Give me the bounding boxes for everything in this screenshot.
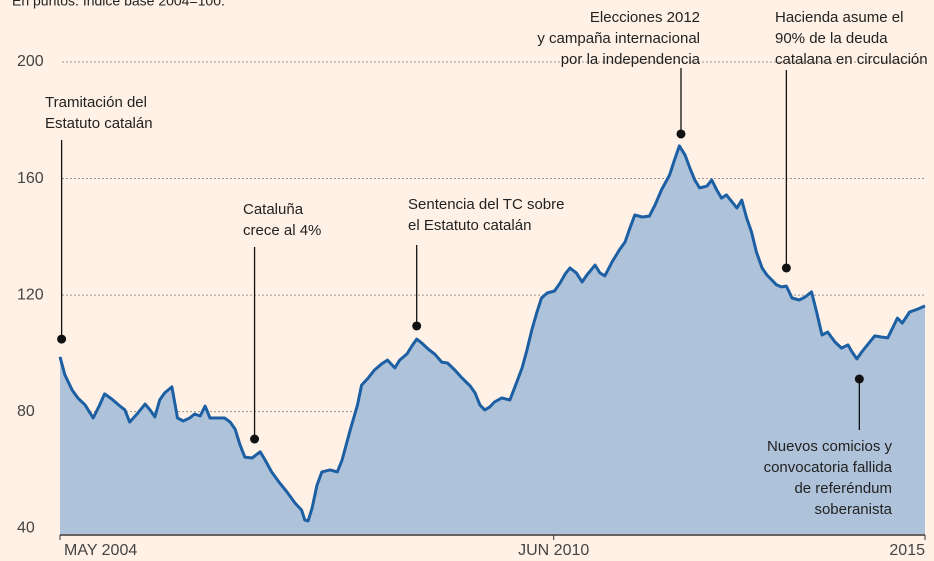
- annotation-dot: [854, 374, 864, 384]
- annotation-text: por la independencia: [561, 51, 701, 68]
- y-tick-label: 160: [17, 170, 44, 187]
- annotation-text: crece al 4%: [243, 222, 321, 239]
- annotation-text: soberanista: [814, 501, 892, 518]
- chart-subtitle: En puntos. Índice base 2004=100.: [12, 0, 225, 9]
- area-fill: [60, 145, 925, 534]
- annotation-text: Elecciones 2012: [590, 9, 700, 26]
- annotation-dot: [412, 321, 422, 331]
- y-tick-label: 80: [17, 403, 35, 420]
- x-tick-label: 2015: [889, 542, 925, 559]
- annotation-text: de referéndum: [794, 480, 892, 497]
- line: [58, 144, 926, 523]
- annotation-text: Estatuto catalán: [45, 115, 153, 132]
- annotation-text: convocatoria fallida: [764, 459, 893, 476]
- y-tick-label: 120: [17, 286, 44, 303]
- annotation-dot: [57, 334, 67, 344]
- annotation-dot: [250, 434, 260, 444]
- x-tick-label: JUN 2010: [518, 542, 589, 559]
- annotation-dot: [781, 263, 791, 273]
- annotation-text: catalana en circulación: [775, 51, 928, 68]
- annotation-text: y campaña internacional: [537, 30, 700, 47]
- annotation-text: 90% de la deuda: [775, 30, 888, 47]
- annotation-text: Tramitación del: [45, 94, 147, 111]
- x-tick-label: MAY 2004: [64, 542, 137, 559]
- annotation-text: Hacienda asume el: [775, 9, 903, 26]
- annotation-text: Cataluña: [243, 201, 304, 218]
- annotation-text: Nuevos comicios y: [767, 438, 893, 455]
- annotation-text: Sentencia del TC sobre: [408, 196, 564, 213]
- y-tick-label: 200: [17, 53, 44, 70]
- y-tick-label: 40: [17, 519, 35, 536]
- annotation-text: el Estatuto catalán: [408, 217, 531, 234]
- annotation-dot: [676, 129, 686, 139]
